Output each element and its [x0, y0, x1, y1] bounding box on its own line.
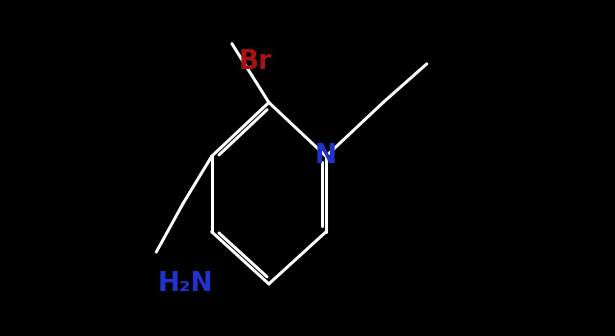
Text: N: N [315, 143, 337, 169]
Text: H₂N: H₂N [158, 271, 213, 297]
Text: Br: Br [239, 49, 272, 75]
